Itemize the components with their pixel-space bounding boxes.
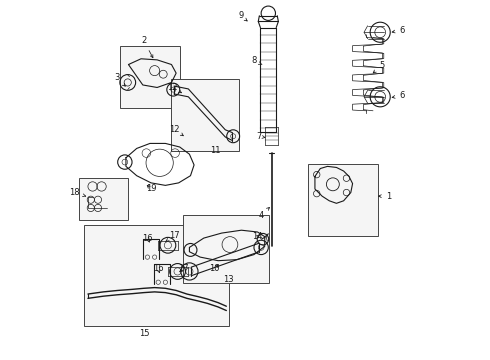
Text: 13: 13 bbox=[223, 275, 234, 284]
Text: 15: 15 bbox=[139, 329, 149, 338]
Text: 11: 11 bbox=[210, 146, 221, 155]
Text: 3: 3 bbox=[114, 73, 125, 86]
Text: 12: 12 bbox=[167, 83, 181, 93]
Bar bbox=[120, 45, 180, 108]
Bar bbox=[79, 178, 128, 220]
Text: 4: 4 bbox=[259, 207, 270, 220]
Text: 1: 1 bbox=[379, 192, 391, 201]
Text: 5: 5 bbox=[373, 61, 385, 73]
Text: 2: 2 bbox=[141, 36, 153, 58]
Text: 12: 12 bbox=[169, 125, 183, 136]
Text: 16: 16 bbox=[153, 265, 164, 274]
Text: 16: 16 bbox=[142, 234, 153, 243]
Bar bbox=[308, 164, 378, 235]
Text: 6: 6 bbox=[392, 91, 405, 100]
Text: 19: 19 bbox=[146, 184, 156, 193]
Bar bbox=[84, 225, 229, 326]
Text: 18: 18 bbox=[70, 188, 86, 197]
Bar bbox=[183, 215, 270, 283]
Text: 17: 17 bbox=[166, 231, 179, 242]
Text: 8: 8 bbox=[251, 57, 262, 66]
Text: 7: 7 bbox=[256, 132, 265, 141]
Text: 10: 10 bbox=[209, 265, 220, 274]
Text: 6: 6 bbox=[392, 26, 405, 35]
Text: 14: 14 bbox=[252, 232, 263, 241]
Text: 9: 9 bbox=[238, 11, 247, 21]
Text: 17: 17 bbox=[178, 265, 189, 274]
Bar bbox=[171, 79, 239, 150]
